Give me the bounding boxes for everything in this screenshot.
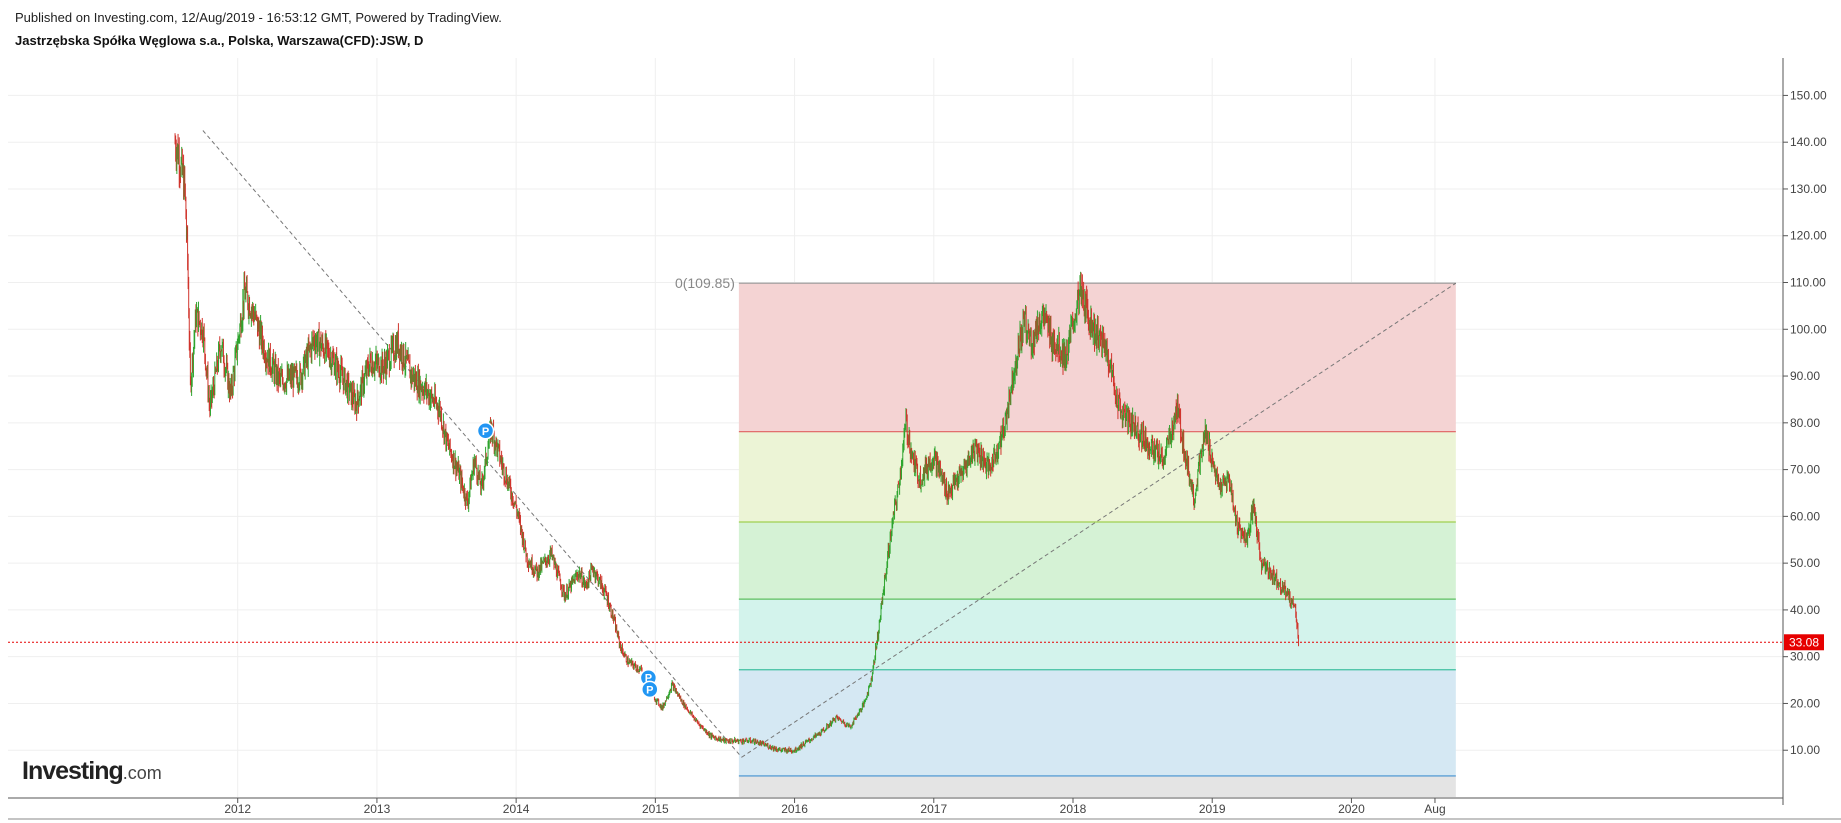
x-tick-label: 2020 (1338, 802, 1365, 816)
x-tick-label: 2014 (503, 802, 530, 816)
y-tick-label: 100.00 (1790, 322, 1827, 336)
last-price-label: 33.08 (1789, 635, 1819, 649)
y-tick-label: 90.00 (1790, 369, 1820, 383)
x-tick-label: 2018 (1060, 802, 1087, 816)
trend-lines (202, 130, 1457, 758)
y-tick-label: 70.00 (1790, 463, 1820, 477)
investing-logo: Investing.com (22, 757, 162, 786)
x-tick-label: 2019 (1199, 802, 1226, 816)
last-price-badge (1784, 634, 1824, 651)
y-tick-label: 130.00 (1790, 182, 1827, 196)
trend-line (202, 130, 743, 758)
price-series (174, 133, 1300, 754)
y-tick-label: 140.00 (1790, 135, 1827, 149)
markers: PPP (476, 422, 659, 699)
y-tick-label: 110.00 (1790, 276, 1826, 290)
fib-zone (738, 669, 1456, 776)
x-tick-label: 2012 (224, 802, 251, 816)
x-tick-label: 2016 (781, 802, 808, 816)
fib-zone (738, 599, 1456, 670)
marker-label: P (646, 684, 653, 696)
chart-title: Jastrzębska Spółka Węglowa s.a., Polska,… (15, 33, 424, 48)
logo-brand: Investing (22, 757, 124, 785)
x-tick-label: 2013 (364, 802, 391, 816)
fib-zone (738, 283, 1456, 432)
marker-p-icon (641, 680, 659, 699)
y-tick-label: 80.00 (1790, 416, 1820, 430)
y-tick-label: 40.00 (1790, 603, 1820, 617)
fib-zone (738, 521, 1456, 600)
fib-level-label: 0(109.85) (675, 275, 735, 291)
x-tick-label: 2015 (642, 802, 669, 816)
y-tick-label: 30.00 (1790, 650, 1820, 664)
fib-zone (738, 431, 1456, 522)
y-tick-label: 150.00 (1790, 88, 1827, 102)
published-note: Published on Investing.com, 12/Aug/2019 … (15, 10, 502, 25)
trend-line (741, 282, 1457, 758)
marker-label: P (482, 426, 489, 438)
y-tick-label: 120.00 (1790, 229, 1827, 243)
fib-zone-bottom (738, 775, 1456, 797)
y-tick-label: 60.00 (1790, 509, 1820, 523)
marker-p-icon (476, 422, 495, 440)
logo-suffix: .com (122, 763, 162, 783)
axes: 33.08 10.00 20.00 30.00 40.00 50.00 60.00 70.00… (8, 58, 1841, 820)
y-tick-label: 20.00 (1790, 696, 1820, 710)
y-tick-label: 50.00 (1790, 556, 1820, 570)
x-tick-label: Aug (1424, 802, 1445, 816)
fibonacci-retracement: 0(109.85) (675, 275, 1456, 797)
x-tick-label: 2017 (920, 802, 947, 816)
marker-label: P (645, 673, 652, 685)
y-tick-label: 10.00 (1790, 743, 1820, 757)
